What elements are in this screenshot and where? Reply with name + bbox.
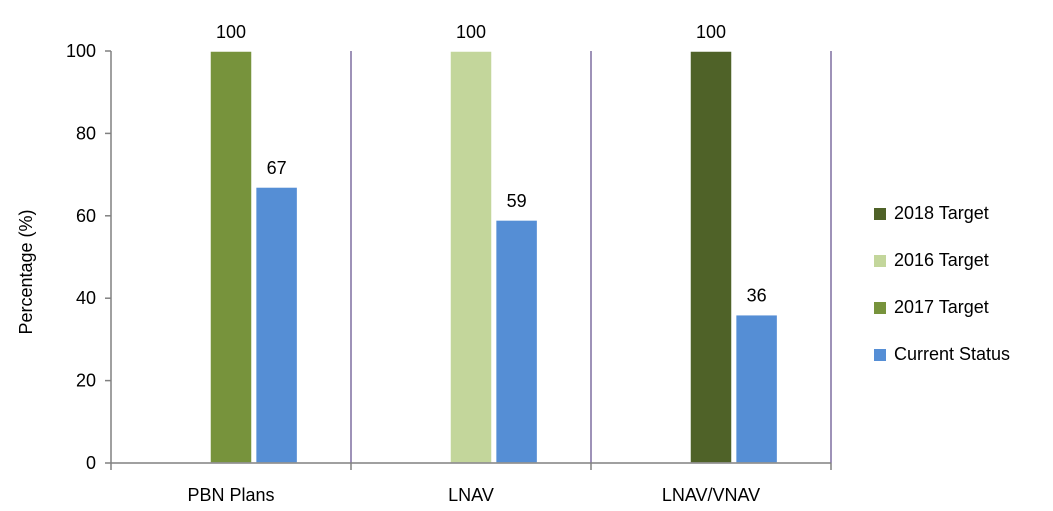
y-axis-title: Percentage (%) <box>16 209 36 334</box>
legend-label: 2016 Target <box>894 250 989 270</box>
data-label-lnav-2016-target: 100 <box>456 22 486 42</box>
bar-lnav-2016-target <box>449 50 493 464</box>
legend-item-2017-target: 2017 Target <box>874 284 1053 331</box>
x-tick-label-pbn-plans: PBN Plans <box>187 485 274 505</box>
legend-swatch <box>874 254 886 267</box>
y-tick-label: 100 <box>66 41 96 61</box>
y-tick-label: 20 <box>76 371 96 391</box>
x-tick-label-lnav-vnav: LNAV/VNAV <box>662 485 760 505</box>
data-label-pbn-plans-current-status: 67 <box>267 158 287 178</box>
data-label-lnav-vnav-2018-target: 100 <box>696 22 726 42</box>
bar-lnav-current-status <box>494 219 539 464</box>
bar-pbn-plans-current-status <box>254 186 299 464</box>
bar-pbn-plans-2017-target <box>209 50 253 464</box>
data-labels: 100 67 100 59 100 36 <box>216 22 767 306</box>
category-separators <box>350 51 832 463</box>
axes: 0 20 40 60 80 100 PBN Plans LNAV LNAV/VNAV <box>66 41 832 505</box>
legend-swatch <box>874 301 886 314</box>
legend-item-current-status: Current Status <box>874 331 1053 378</box>
y-tick-label: 80 <box>76 123 96 143</box>
bar-lnav-vnav-current-status <box>734 313 779 464</box>
data-label-lnav-vnav-current-status: 36 <box>747 286 767 306</box>
y-tick-label: 0 <box>86 453 96 473</box>
y-tick-label: 40 <box>76 288 96 308</box>
legend-label: Current Status <box>894 344 1011 364</box>
data-label-pbn-plans-2017-target: 100 <box>216 22 246 42</box>
legend-label: 2018 Target <box>894 203 989 223</box>
bar-lnav-vnav-2018-target <box>689 50 733 464</box>
legend-item-2016-target: 2016 Target <box>874 237 1053 284</box>
y-tick-label: 60 <box>76 206 96 226</box>
legend-label: 2017 Target <box>894 297 989 317</box>
legend-swatch <box>874 207 886 220</box>
bars <box>209 50 779 464</box>
data-label-lnav-current-status: 59 <box>507 191 527 211</box>
legend: 2018 Target 2016 Target 2017 Target Current… <box>874 190 1053 378</box>
legend-swatch <box>874 348 886 361</box>
x-tick-label-lnav: LNAV <box>448 485 494 505</box>
legend-item-2018-target: 2018 Target <box>874 190 1053 237</box>
